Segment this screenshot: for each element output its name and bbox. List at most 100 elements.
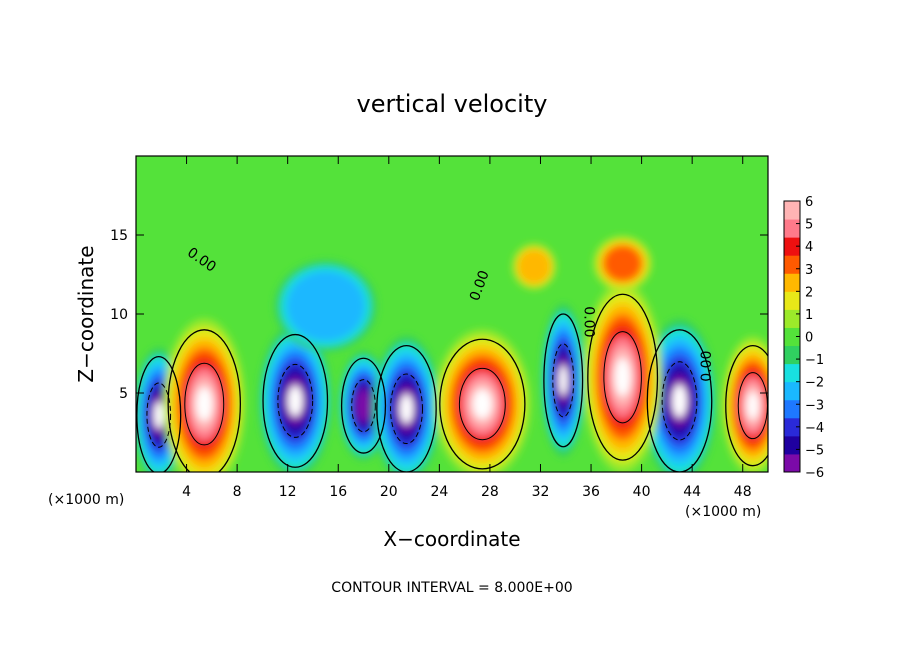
x-tick-label-4: 20	[380, 484, 398, 500]
x-axis-label: X−coordinate	[383, 527, 520, 551]
x-tick-label-5: 24	[430, 484, 448, 500]
downdraft-cell-3	[373, 336, 440, 472]
colorbar-segment-4	[784, 381, 800, 401]
downdraft-cell-3-level-7	[399, 394, 414, 424]
contour-interval-note: CONTOUR INTERVAL = 8.000E+00	[331, 580, 572, 596]
x-tick-label-10: 44	[683, 484, 701, 500]
colorbar-segment-14	[784, 201, 800, 220]
x-tick-label-1: 8	[233, 484, 242, 500]
colorbar-tick-label-3: 3	[805, 263, 813, 278]
updraft-cell-4-level-3	[603, 245, 642, 282]
x-tick-label-0: 4	[182, 484, 191, 500]
colorbar-tick-label-5: 1	[805, 308, 813, 323]
colorbar-segment-9	[784, 291, 800, 310]
updraft-cell-0	[163, 318, 245, 472]
contour-core-6	[146, 382, 172, 448]
contour-core-11	[661, 361, 698, 441]
y-tick-label-1: 10	[110, 307, 128, 323]
updraft-cell-5	[512, 243, 556, 290]
y-tick-label-2: 15	[110, 228, 128, 244]
contour-core-7	[277, 363, 314, 438]
downdraft-cell-1-level-7	[287, 385, 303, 417]
x-tick-label-7: 32	[532, 484, 550, 500]
colorbar-segment-13	[784, 219, 800, 238]
colorbar-segment-12	[784, 237, 800, 256]
x-unit-label-right: (×1000 m)	[685, 504, 761, 520]
contour-zero-2	[587, 293, 659, 461]
colorbar-tick-label-2: 4	[805, 240, 813, 255]
colorbar	[783, 200, 801, 473]
contour-core-1	[458, 367, 506, 441]
colorbar-segment-7	[784, 327, 800, 347]
x-tick-label-3: 16	[329, 484, 347, 500]
updraft-cell-1	[434, 329, 531, 472]
colorbar-segment-3	[784, 399, 800, 419]
updraft-cell-2-level-7	[614, 358, 631, 397]
downdraft-cell-2-level-6	[355, 388, 372, 423]
colorbar-tick-label-11: −5	[805, 443, 824, 458]
velocity-field	[136, 156, 768, 472]
contour-zero-1	[439, 338, 526, 470]
updraft-cell-3	[722, 336, 768, 472]
contour-zero-10	[543, 313, 584, 448]
updraft-cell-5-level-2	[517, 249, 551, 285]
x-unit-label-left: (×1000 m)	[48, 492, 124, 508]
colorbar-tick-label-10: −4	[805, 421, 824, 436]
downdraft-cell-2	[338, 351, 389, 461]
x-tick-label-8: 36	[582, 484, 600, 500]
x-tick-label-2: 12	[279, 484, 297, 500]
contour-zero-3	[725, 344, 768, 467]
colorbar-tick-label-7: −1	[805, 353, 824, 368]
colorbar-segment-2	[784, 417, 800, 437]
downdraft-cell-0-level-7	[153, 401, 164, 429]
downdraft-cell-4	[541, 304, 586, 457]
colorbar-segment-11	[784, 255, 800, 274]
updraft-cell-4	[593, 236, 652, 291]
updraft-cell-1-level-7	[472, 389, 492, 420]
colorbar-tick-label-1: 5	[805, 218, 813, 233]
contour-zero-0	[167, 329, 241, 472]
downdraft-cell-5	[643, 319, 716, 472]
colorbar-tick-label-4: 2	[805, 285, 813, 300]
colorbar-tick-label-6: 0	[805, 331, 813, 346]
colorbar-tick-label-12: −6	[805, 466, 824, 481]
colorbar-segment-5	[784, 363, 800, 383]
colorbar-segment-1	[784, 435, 800, 455]
contour-core-10	[552, 343, 575, 418]
colorbar-ticks: 6 5 4 3 2 1 0 −1 −2 −3 −4 −5 −6	[796, 195, 824, 481]
colorbar-tick-label-8: −2	[805, 376, 824, 391]
x-axis-ticks: 4 8 12 16 20 24 28 32 36 40 44 48	[182, 156, 752, 500]
chart-title: vertical velocity	[357, 90, 548, 118]
colorbar-segment-0	[784, 453, 800, 473]
contour-label-2: 0.00	[581, 306, 597, 337]
colorbar-segment-8	[784, 309, 800, 328]
x-tick-label-9: 40	[633, 484, 651, 500]
y-axis-label: Z−coordinate	[74, 245, 98, 382]
contour-zero-8	[340, 357, 387, 454]
contour-core-9	[390, 373, 423, 445]
colorbar-segment-10	[784, 273, 800, 292]
y-tick-label-0: 5	[119, 386, 128, 402]
x-tick-label-11: 48	[734, 484, 752, 500]
colorbar-segment-6	[784, 345, 800, 365]
downdraft-cell-1	[258, 324, 332, 472]
contour-label-3: 0.00	[699, 351, 715, 382]
colorbar-tick-label-0: 6	[805, 195, 813, 210]
x-tick-label-6: 28	[481, 484, 499, 500]
colorbar-tick-label-9: −3	[805, 398, 824, 413]
contour-zero-7	[262, 333, 329, 468]
y-axis-ticks: 5 10 15	[110, 228, 768, 402]
field-shading	[136, 236, 768, 472]
downdraft-cell-6-level-2	[286, 271, 365, 342]
downdraft-cell-5-level-7	[672, 384, 687, 418]
downdraft-cell-4-level-7	[558, 365, 568, 396]
updraft-cell-0-level-7	[196, 386, 213, 422]
updraft-cell-3-level-7	[746, 391, 759, 420]
contour-core-8	[351, 379, 376, 433]
downdraft-cell-6	[274, 260, 377, 352]
updraft-cell-2	[583, 281, 662, 472]
contour-core-2	[603, 331, 642, 424]
contour-zero-6	[136, 356, 182, 472]
contour-core-0	[184, 362, 225, 446]
